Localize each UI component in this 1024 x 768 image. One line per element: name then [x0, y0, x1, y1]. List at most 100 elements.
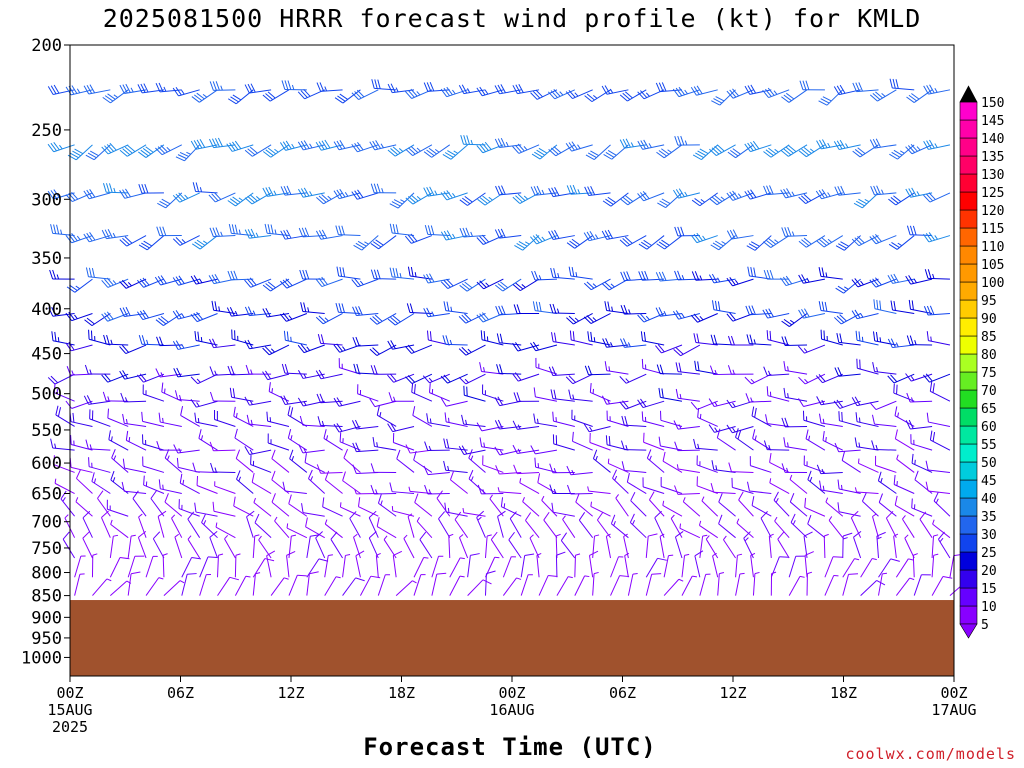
barb-feather: [927, 269, 932, 279]
barb-feather: [315, 370, 322, 380]
barb-feather: [910, 143, 918, 152]
barb-feather: [673, 189, 679, 199]
barb-half-feather: [553, 488, 557, 494]
barb-shaft: [448, 535, 451, 558]
barb-shaft: [395, 580, 413, 596]
colorbar-cell: [959, 533, 978, 553]
barb-shaft: [841, 460, 861, 473]
wind-barb: [306, 534, 320, 559]
barb-feather: [783, 361, 786, 371]
barb-feather: [571, 238, 580, 246]
barb-feather: [389, 373, 397, 382]
barb-half-feather: [930, 336, 932, 342]
barb-feather: [785, 275, 793, 285]
barb-feather: [804, 497, 807, 508]
barb-feather: [356, 363, 360, 374]
wind-barb: [449, 557, 465, 578]
wind-barb: [479, 437, 504, 451]
barb-feather: [675, 388, 679, 399]
barb-half-feather: [787, 393, 789, 398]
barb-half-feather: [75, 285, 80, 290]
wind-barb: [816, 396, 843, 406]
barb-shaft: [896, 458, 915, 473]
barb-shaft: [195, 144, 218, 150]
barb-feather: [874, 277, 882, 286]
barb-feather: [83, 233, 90, 243]
barb-feather: [783, 188, 789, 198]
barb-shaft: [428, 278, 450, 284]
barb-shaft: [322, 506, 343, 517]
barb-shaft: [214, 485, 236, 494]
wind-barb: [838, 411, 861, 427]
barb-feather: [788, 145, 797, 153]
barb-feather: [857, 147, 866, 155]
wind-barb: [172, 86, 200, 97]
barb-half-feather: [224, 534, 229, 540]
wind-barb: [769, 452, 790, 473]
barb-feather: [499, 364, 503, 374]
wind-barb: [835, 278, 861, 294]
barb-feather: [436, 572, 447, 575]
barb-shaft: [284, 490, 307, 495]
barb-feather: [848, 573, 859, 575]
barb-feather: [443, 460, 447, 471]
barb-feather: [300, 302, 304, 312]
barb-feather: [933, 492, 939, 502]
barb-shaft: [588, 555, 594, 578]
barb-feather: [484, 141, 492, 150]
wind-barb: [442, 335, 468, 346]
wind-barb: [48, 307, 75, 317]
barb-feather: [711, 460, 715, 470]
barb-shaft: [874, 192, 897, 196]
barb-shaft: [630, 522, 647, 539]
barb-shaft: [250, 464, 272, 473]
barb-feather: [514, 372, 522, 381]
wind-barb: [763, 440, 790, 451]
barb-feather: [620, 271, 625, 281]
barb-half-feather: [712, 552, 717, 557]
barb-feather: [319, 393, 325, 403]
wind-barb: [585, 144, 611, 161]
barb-half-feather: [171, 514, 176, 519]
barb-feather: [929, 305, 935, 315]
barb-shaft: [647, 457, 665, 473]
wind-barb: [315, 139, 343, 151]
barb-feather: [661, 148, 670, 155]
barb-shaft: [649, 499, 665, 517]
barb-shaft: [446, 192, 468, 201]
wind-barb: [627, 573, 638, 596]
barb-shaft: [642, 400, 665, 409]
barb-feather: [283, 185, 289, 196]
barb-shaft: [553, 235, 575, 241]
barb-shaft: [695, 369, 718, 375]
barb-feather: [303, 140, 310, 149]
barb-shaft: [484, 536, 488, 559]
barb-half-feather: [717, 277, 721, 283]
barb-shaft: [269, 344, 290, 356]
barb-feather: [893, 149, 903, 156]
barb-feather: [893, 300, 896, 311]
barb-feather: [279, 313, 287, 322]
wind-barb: [281, 363, 307, 375]
wind-barb: [869, 277, 897, 288]
wind-barb: [459, 534, 469, 559]
barb-shaft: [438, 518, 451, 538]
barb-feather: [718, 493, 723, 503]
barb-feather: [886, 510, 894, 519]
barb-feather: [747, 85, 754, 94]
barb-feather: [155, 82, 161, 93]
wind-barb: [905, 373, 933, 382]
barb-feather: [550, 147, 559, 155]
barb-shaft: [535, 449, 558, 455]
barb-half-feather: [408, 486, 411, 492]
barb-feather: [143, 83, 149, 93]
barb-half-feather: [181, 343, 185, 349]
barb-feather: [568, 142, 575, 151]
wind-barb: [674, 135, 700, 146]
wind-barb: [442, 144, 468, 160]
barb-feather: [908, 275, 915, 284]
barb-feather: [548, 188, 554, 197]
barb-feather: [411, 382, 414, 393]
barb-feather: [351, 92, 359, 100]
barb-feather: [497, 396, 504, 406]
